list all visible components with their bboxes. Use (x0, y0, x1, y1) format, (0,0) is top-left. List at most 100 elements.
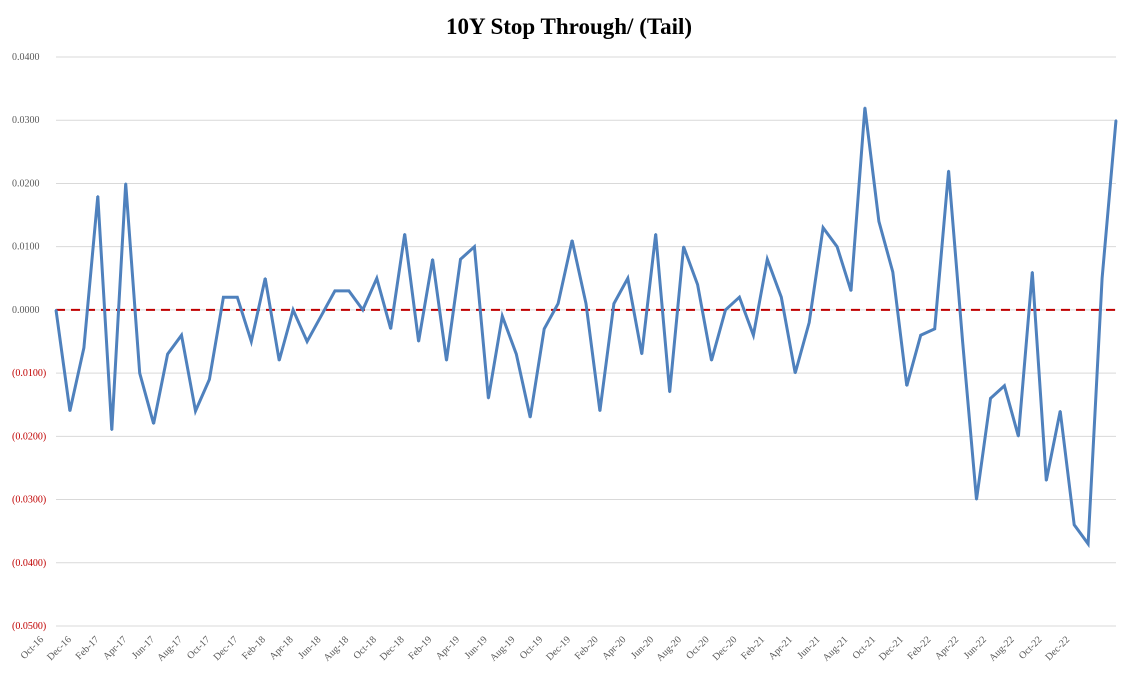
x-tick-label: Apr-20 (600, 634, 628, 662)
y-tick-label: 0.0100 (12, 242, 40, 253)
x-tick-label: Jun-20 (629, 634, 656, 661)
data-point (863, 106, 866, 109)
data-point (1045, 479, 1048, 482)
data-point (110, 429, 113, 432)
data-point (1101, 277, 1104, 280)
data-point (1059, 410, 1062, 413)
data-point (571, 239, 574, 242)
chart-title: 10Y Stop Through/ (Tail) (446, 14, 692, 39)
y-tick-label: (0.0300) (12, 495, 46, 506)
data-point (585, 302, 587, 305)
data-point (320, 315, 322, 318)
data-point (626, 277, 629, 280)
data-point (529, 416, 532, 419)
data-point (905, 384, 908, 387)
data-point (194, 410, 197, 413)
y-tick-label: 0.0300 (12, 115, 40, 126)
x-tick-label: Feb-19 (407, 634, 435, 662)
data-point (668, 391, 671, 394)
data-point (250, 340, 253, 343)
data-point (752, 334, 755, 337)
y-tick-label: (0.0100) (12, 368, 46, 379)
data-point (877, 220, 880, 223)
y-tick-label: 0.0200 (12, 178, 40, 189)
y-tick-label: 0.0400 (12, 52, 40, 63)
data-point (696, 283, 699, 286)
data-point (389, 327, 392, 330)
x-tick-label: Jun-19 (463, 634, 490, 661)
x-tick-label: Apr-22 (933, 634, 961, 662)
data-point (682, 245, 685, 248)
series-points (55, 106, 1117, 545)
data-point (975, 498, 978, 501)
x-tick-label: Oct-17 (185, 634, 212, 661)
data-point (961, 340, 964, 343)
x-tick-label: Feb-18 (240, 634, 268, 662)
x-tick-label: Aug-17 (155, 634, 184, 663)
x-tick-label: Dec-20 (711, 634, 740, 663)
data-point (417, 340, 420, 343)
x-tick-label: Apr-19 (434, 634, 462, 662)
data-point (222, 296, 225, 299)
x-tick-label: Aug-19 (488, 634, 517, 663)
data-point (55, 308, 57, 311)
data-point (1115, 119, 1117, 122)
data-point (766, 258, 769, 261)
data-point (836, 245, 839, 248)
data-point (738, 296, 741, 299)
data-point (473, 245, 476, 248)
data-point (333, 289, 336, 292)
data-point (152, 422, 155, 425)
x-tick-label: Feb-17 (74, 634, 102, 662)
x-tick-label: Apr-17 (101, 634, 129, 662)
x-tick-label: Aug-22 (987, 634, 1016, 663)
x-tick-label: Jun-21 (796, 634, 823, 661)
data-point (459, 258, 462, 261)
x-tick-label: Feb-21 (739, 634, 767, 662)
y-tick-label: (0.0200) (12, 431, 46, 442)
data-point (724, 308, 727, 311)
data-point (654, 233, 657, 236)
data-point (361, 308, 364, 311)
data-point (68, 410, 71, 413)
data-point (166, 353, 169, 356)
x-tick-label: Apr-21 (767, 634, 795, 662)
data-point (780, 296, 783, 299)
data-point (375, 277, 378, 280)
y-tick-label: 0.0000 (12, 305, 40, 316)
data-point (445, 359, 448, 362)
data-point (1073, 523, 1076, 526)
data-point (808, 321, 811, 324)
x-tick-label: Oct-20 (684, 634, 711, 661)
data-point (850, 289, 852, 292)
data-point (306, 340, 309, 343)
data-point (264, 277, 267, 280)
x-tick-label: Apr-18 (268, 634, 296, 662)
x-tick-label: Aug-18 (322, 634, 351, 663)
data-point (989, 397, 992, 400)
x-tick-label: Dec-18 (378, 634, 407, 663)
data-point (487, 397, 490, 400)
data-point (598, 410, 601, 413)
x-tick-label: Oct-22 (1017, 634, 1044, 661)
data-point (96, 195, 99, 198)
data-point (1003, 384, 1006, 387)
x-tick-label: Dec-19 (544, 634, 573, 663)
data-point (543, 327, 546, 330)
x-tick-label: Oct-19 (518, 634, 545, 661)
data-point (612, 302, 615, 305)
x-tick-label: Oct-16 (19, 634, 46, 661)
data-point (292, 308, 295, 311)
x-tick-label: Jun-22 (962, 634, 989, 661)
data-point (557, 302, 560, 305)
x-tick-label: Dec-17 (212, 634, 241, 663)
x-tick-label: Aug-20 (655, 634, 684, 663)
data-point (947, 169, 950, 172)
data-point (794, 372, 797, 375)
data-point (82, 346, 85, 349)
data-point (138, 372, 141, 375)
data-point (710, 359, 713, 362)
data-point (278, 359, 281, 362)
